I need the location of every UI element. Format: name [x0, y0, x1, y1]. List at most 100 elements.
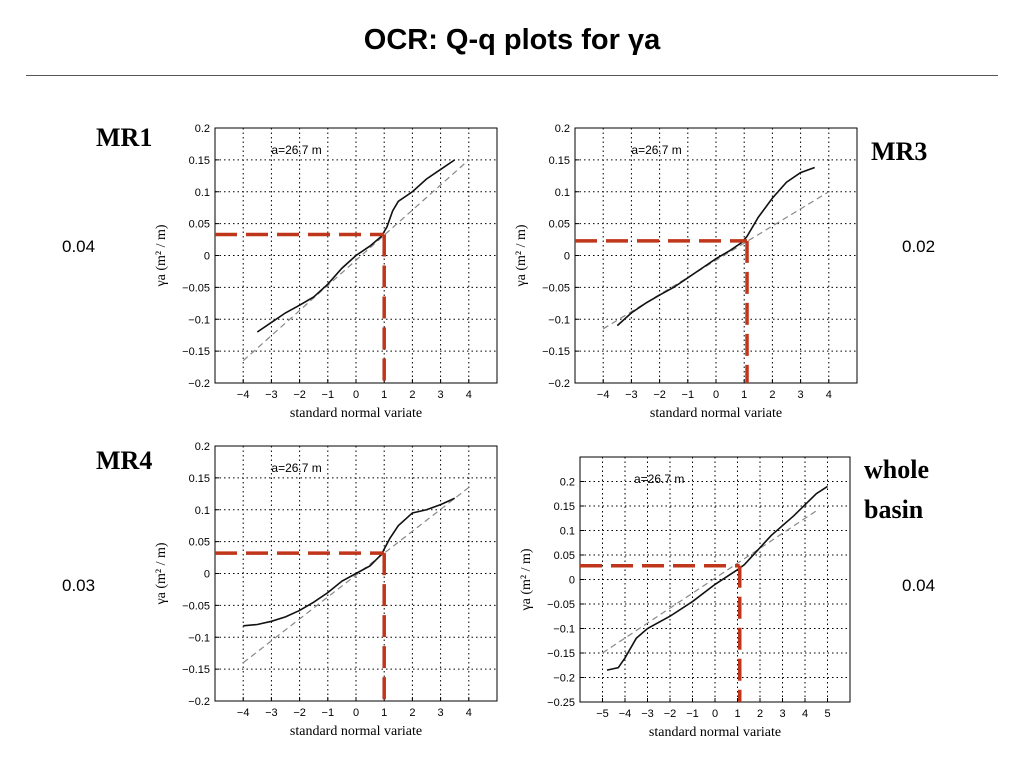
y-tick-label: 0.2	[195, 441, 210, 453]
y-tick-label: 0.1	[195, 187, 210, 199]
x-tick-label: 2	[409, 707, 415, 719]
x-tick-label: 0	[712, 708, 718, 720]
threshold-mr3: 0.02	[902, 237, 936, 256]
y-tick-label: −0.1	[553, 624, 575, 636]
y-tick-label: 0.05	[549, 219, 570, 231]
x-tick-label: 1	[741, 389, 747, 401]
panel-label-mr4: MR4	[96, 446, 153, 475]
panel-label-whole-line2: basin	[864, 495, 924, 524]
x-tick-label: 1	[381, 707, 387, 719]
y-tick-label: −0.1	[188, 314, 210, 326]
y-tick-label: 0.2	[560, 477, 575, 489]
y-tick-label: −0.15	[542, 346, 570, 358]
x-tick-label: −1	[322, 389, 335, 401]
quantile-curve	[243, 497, 456, 627]
y-tick-label: 0.1	[560, 526, 575, 538]
y-tick-label: −0.15	[547, 648, 575, 660]
reference-line	[602, 510, 817, 654]
y-tick-label: 0.2	[555, 123, 570, 135]
y-tick-label: −0.05	[182, 600, 210, 612]
y-tick-label: 0	[569, 575, 575, 587]
x-tick-label: −2	[293, 389, 306, 401]
y-tick-label: 0.05	[189, 537, 210, 549]
annotation-label: a=26.7 m	[634, 472, 684, 486]
panel-label-whole-basin: whole basin	[864, 450, 929, 530]
annotation-label: a=26.7 m	[271, 461, 321, 475]
qq-plot-mr3: −4 −3 −2 −1 0 1 2 3 4 −0.2 −0.15 −0.1 −0.05 0 0.05 0.1 0…	[514, 123, 858, 421]
x-tick-label: 0	[713, 389, 719, 401]
x-tick-label: 0	[353, 389, 359, 401]
x-tick-label: −5	[596, 708, 609, 720]
x-axis-label: standard normal variate	[290, 724, 422, 739]
reference-line	[242, 486, 470, 664]
y-tick-label: 0.1	[195, 505, 210, 517]
x-tick-label: −1	[322, 707, 335, 719]
x-tick-label: −2	[293, 707, 306, 719]
x-tick-label: 5	[824, 708, 830, 720]
y-tick-label: −0.05	[542, 282, 570, 294]
x-tick-label: 3	[438, 389, 444, 401]
annotation-label: a=26.7 m	[271, 143, 321, 157]
y-tick-label: −0.2	[553, 673, 575, 685]
page-title: OCR: Q-q plots for γa	[363, 24, 661, 56]
x-tick-label: 3	[798, 389, 804, 401]
y-tick-label: 0.15	[189, 473, 210, 485]
quantile-curve	[606, 485, 828, 671]
x-tick-label: −1	[682, 389, 695, 401]
reference-line	[242, 159, 470, 362]
qq-plot-whole-basin: −5 −4 −3 −2 −1 0 1 2 3 4 5 −0.25 −0.2 −0.15 −0.1 −0.05 0…	[519, 456, 851, 740]
y-tick-label: 0	[564, 251, 570, 263]
x-tick-label: −4	[597, 389, 610, 401]
x-tick-label: −4	[237, 707, 250, 719]
qq-plot-mr4: −4 −3 −2 −1 0 1 2 3 4 −0.2 −0.15 −0.1 −0.05 0 0.05 0.1 0…	[154, 441, 498, 739]
x-tick-label: −3	[625, 389, 638, 401]
x-tick-label: 2	[757, 708, 763, 720]
panel-label-mr3: MR3	[871, 137, 928, 166]
y-tick-label: −0.2	[188, 378, 210, 390]
x-tick-label: 4	[466, 389, 472, 401]
x-tick-label: 3	[779, 708, 785, 720]
y-tick-label: −0.2	[188, 696, 210, 708]
y-tick-label: −0.15	[182, 346, 210, 358]
y-tick-label: −0.1	[548, 314, 570, 326]
x-axis-label: standard normal variate	[650, 406, 782, 421]
x-tick-label: −2	[653, 389, 666, 401]
y-tick-label: −0.2	[548, 378, 570, 390]
x-tick-label: 4	[826, 389, 832, 401]
panel-label-whole-line1: whole	[864, 455, 929, 484]
y-axis-label: γa (m² / m)	[519, 548, 534, 611]
y-tick-label: −0.05	[182, 282, 210, 294]
y-tick-label: −0.25	[547, 697, 575, 709]
y-tick-label: −0.15	[182, 664, 210, 676]
y-tick-label: 0.15	[549, 155, 570, 167]
x-tick-label: 2	[409, 389, 415, 401]
y-tick-label: 0	[204, 251, 210, 263]
y-axis-label: γa (m² / m)	[154, 224, 169, 287]
y-tick-label: −0.05	[547, 599, 575, 611]
y-axis-label: γa (m² / m)	[514, 224, 529, 287]
x-tick-label: −3	[641, 708, 654, 720]
x-tick-label: 1	[381, 389, 387, 401]
x-tick-label: 4	[466, 707, 472, 719]
y-tick-label: 0.2	[195, 123, 210, 135]
threshold-mr4: 0.03	[62, 576, 96, 595]
threshold-whole-basin: 0.04	[902, 576, 936, 595]
title-divider	[26, 75, 998, 76]
x-tick-label: 4	[802, 708, 808, 720]
y-tick-label: 0	[204, 569, 210, 581]
y-tick-label: 0.05	[554, 550, 575, 562]
x-tick-label: −3	[265, 389, 278, 401]
panel-label-mr1: MR1	[96, 123, 153, 152]
x-tick-label: 0	[353, 707, 359, 719]
x-tick-label: −3	[265, 707, 278, 719]
x-axis-label: standard normal variate	[649, 725, 781, 740]
x-tick-label: −4	[237, 389, 250, 401]
y-tick-label: 0.05	[189, 219, 210, 231]
x-tick-label: 2	[769, 389, 775, 401]
threshold-mr1: 0.04	[62, 237, 96, 256]
x-tick-label: −1	[686, 708, 699, 720]
x-tick-label: −2	[664, 708, 677, 720]
annotation-label: a=26.7 m	[631, 143, 681, 157]
quantile-curve	[616, 166, 815, 327]
y-tick-label: 0.15	[554, 501, 575, 513]
